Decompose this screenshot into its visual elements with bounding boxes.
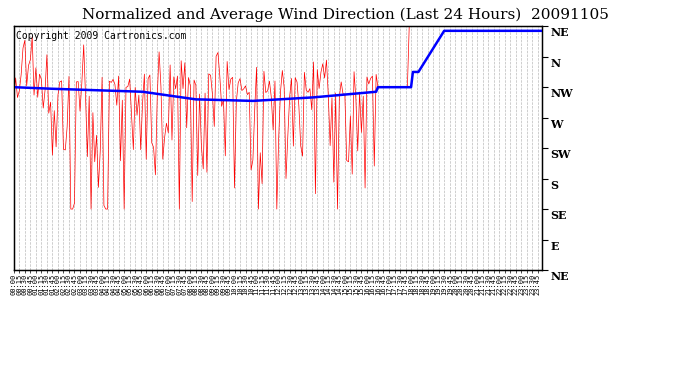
Text: Copyright 2009 Cartronics.com: Copyright 2009 Cartronics.com — [17, 31, 187, 41]
Text: Normalized and Average Wind Direction (Last 24 Hours)  20091105: Normalized and Average Wind Direction (L… — [81, 8, 609, 22]
Text: NE: NE — [551, 27, 569, 39]
Text: NE: NE — [551, 271, 569, 282]
Text: SW: SW — [551, 149, 571, 160]
Text: NW: NW — [551, 88, 573, 99]
Text: SE: SE — [551, 210, 567, 221]
Text: N: N — [551, 58, 560, 69]
Text: E: E — [551, 241, 559, 252]
Text: S: S — [551, 180, 558, 191]
Text: W: W — [551, 119, 563, 130]
